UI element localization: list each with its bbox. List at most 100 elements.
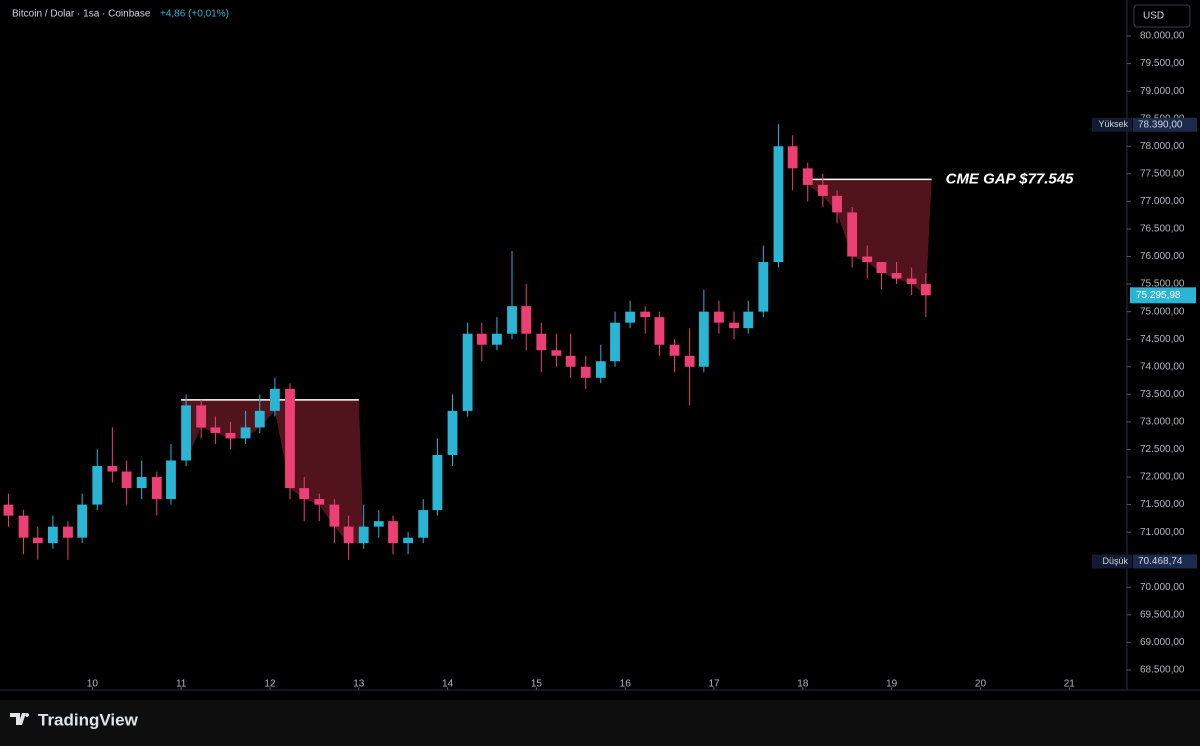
- candle-body: [151, 477, 162, 500]
- candle-body: [698, 311, 709, 367]
- y-tick-label: 79.500,00: [1140, 58, 1185, 69]
- y-tick-label: 75.500,00: [1140, 279, 1185, 290]
- candle-body: [802, 168, 813, 185]
- currency-label[interactable]: USD: [1143, 11, 1164, 22]
- x-tick-label: 13: [353, 679, 365, 690]
- price-label-name-bg: [1092, 554, 1132, 569]
- candle-body: [329, 504, 340, 527]
- candle-body: [432, 454, 443, 511]
- candle-body: [580, 366, 591, 378]
- brand-logo: [10, 713, 30, 725]
- y-tick-label: 80.000,00: [1140, 31, 1185, 42]
- candle-body: [876, 262, 887, 274]
- candle-body: [920, 284, 931, 296]
- x-tick-label: 12: [264, 679, 276, 690]
- x-tick-label: 18: [797, 679, 809, 690]
- price-label-name: Yüksek: [1098, 119, 1128, 129]
- y-tick-label: 78.000,00: [1140, 141, 1185, 152]
- candle-body: [773, 146, 784, 263]
- y-tick-label: 68.500,00: [1140, 665, 1185, 676]
- candle-body: [817, 184, 828, 196]
- candle-body: [625, 311, 636, 323]
- change-text: +4,86 (+0,01%): [160, 9, 229, 20]
- x-tick-label: 21: [1064, 679, 1076, 690]
- y-tick-label: 72.500,00: [1140, 444, 1185, 455]
- candle-body: [640, 311, 651, 318]
- candle-body: [462, 333, 473, 411]
- candle-body: [107, 466, 118, 472]
- candle-body: [669, 344, 680, 356]
- candle-body: [654, 317, 665, 345]
- symbol-title: Bitcoin / Dolar · 1sa · Coinbase: [12, 9, 151, 20]
- y-tick-label: 76.500,00: [1140, 224, 1185, 235]
- x-tick-label: 17: [708, 679, 720, 690]
- candle-body: [403, 537, 414, 544]
- candle-body: [343, 526, 354, 544]
- price-label-value: 70.468,74: [1138, 556, 1183, 567]
- candle-body: [714, 311, 724, 323]
- currency-button[interactable]: [1133, 4, 1191, 28]
- y-tick-label: 77.500,00: [1140, 168, 1185, 179]
- x-tick-label: 10: [87, 679, 99, 690]
- price-label-value: 78.390,00: [1138, 119, 1183, 130]
- candle-body: [240, 427, 251, 439]
- candle-body: [210, 427, 221, 433]
- candle-body: [521, 306, 532, 334]
- x-tick-label: 11: [176, 679, 187, 690]
- y-tick-label: 75.000,00: [1140, 306, 1185, 317]
- footer: [0, 700, 1200, 746]
- x-tick-label: 14: [442, 679, 454, 690]
- last-price-label: 75.295,98: [1136, 290, 1181, 301]
- candle-body: [121, 471, 132, 489]
- candle-body: [181, 405, 191, 461]
- candle-body: [225, 432, 236, 439]
- candle-body: [847, 212, 858, 257]
- y-tick-label: 77.000,00: [1140, 196, 1185, 207]
- y-tick-label: 72.000,00: [1140, 472, 1185, 483]
- y-tick-label: 76.000,00: [1140, 251, 1185, 262]
- candle-body: [299, 488, 310, 500]
- candle-body: [565, 355, 576, 367]
- candle-body: [269, 388, 280, 411]
- y-tick-label: 73.000,00: [1140, 417, 1185, 428]
- candle-body: [595, 361, 606, 378]
- candle-body: [32, 537, 43, 544]
- candle-body: [832, 195, 842, 213]
- y-tick-label: 69.500,00: [1140, 609, 1185, 620]
- y-tick-label: 79.000,00: [1140, 86, 1185, 97]
- y-tick-label: 70.000,00: [1140, 582, 1185, 593]
- candle-body: [536, 333, 547, 351]
- candle-body: [92, 466, 103, 505]
- candle-body: [285, 388, 295, 489]
- candle-body: [551, 350, 562, 356]
- candle-body: [418, 510, 429, 538]
- x-tick-label: 19: [886, 679, 898, 690]
- candle-body: [787, 146, 798, 169]
- candle-body: [63, 526, 73, 538]
- candle-body: [136, 477, 147, 489]
- candle-body: [610, 322, 620, 362]
- candle-body: [18, 515, 29, 538]
- y-tick-label: 74.500,00: [1140, 334, 1185, 345]
- candle-body: [314, 499, 325, 505]
- candle-body: [388, 521, 398, 544]
- y-tick-label: 74.000,00: [1140, 361, 1185, 372]
- brand-name: TradingView: [38, 710, 139, 729]
- candle-body: [492, 333, 502, 345]
- chart-bg: [0, 0, 1200, 700]
- y-tick-label: 69.000,00: [1140, 637, 1185, 648]
- candle-body: [906, 278, 917, 285]
- candle-body: [891, 273, 902, 279]
- price-label-box: [1133, 117, 1197, 132]
- x-tick-label: 15: [531, 679, 543, 690]
- candle-body: [77, 504, 88, 538]
- candle-body: [3, 504, 14, 516]
- candle-body: [862, 256, 873, 263]
- candle-body: [684, 355, 695, 367]
- candle-body: [373, 521, 384, 527]
- candle-body: [743, 311, 754, 329]
- y-tick-label: 73.500,00: [1140, 389, 1185, 400]
- candle-body: [507, 306, 517, 334]
